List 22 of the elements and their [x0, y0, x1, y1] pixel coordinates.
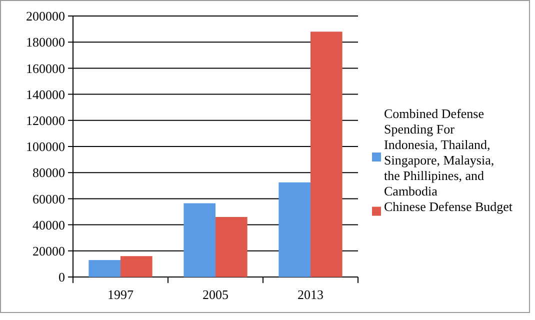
legend-label: Chinese Defense Budget	[384, 198, 513, 214]
y-tick-label: 120000	[26, 112, 65, 128]
legend-label: Combined Defense Spending For Indonesia, Thailand, Singapore, Malaysia, the Phillipines, and Cambodia	[384, 106, 494, 198]
bar	[184, 203, 216, 277]
bar	[278, 182, 310, 277]
x-tick-label: 1997	[108, 287, 134, 302]
y-tick-label: 100000	[26, 139, 65, 154]
bar	[88, 260, 120, 277]
y-tick-label: 40000	[32, 217, 65, 232]
x-tick-label: 2013	[298, 287, 324, 302]
bar	[216, 216, 248, 277]
y-tick-label: 20000	[32, 243, 65, 258]
y-tick-label: 180000	[26, 34, 65, 50]
y-tick-label: 200000	[26, 8, 65, 24]
y-tick-label: 140000	[26, 86, 65, 102]
y-tick-label: 60000	[32, 191, 65, 206]
y-tick-label: 0	[58, 270, 65, 285]
y-tick-label: 80000	[32, 165, 65, 180]
bar	[310, 32, 342, 277]
y-tick-label: 160000	[26, 60, 65, 76]
x-tick-label: 2005	[202, 287, 228, 302]
bar	[120, 256, 152, 277]
